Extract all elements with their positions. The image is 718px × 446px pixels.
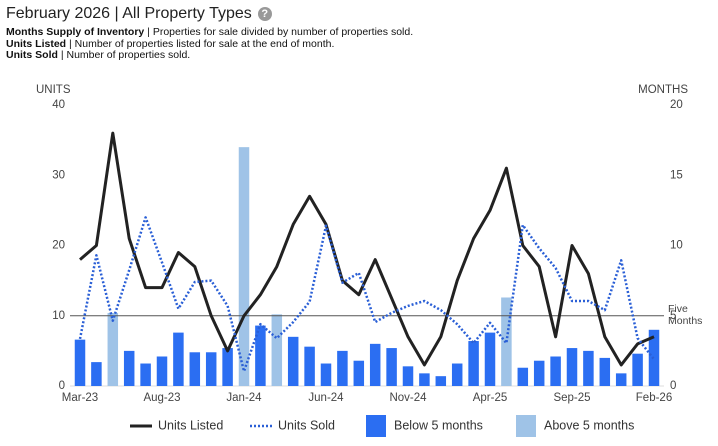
y-tick-label: 20 bbox=[52, 240, 65, 252]
bar bbox=[402, 366, 414, 386]
line-series bbox=[79, 131, 655, 367]
bar bbox=[435, 376, 447, 386]
bar bbox=[107, 312, 119, 386]
bar bbox=[271, 314, 283, 386]
line-series bbox=[78, 216, 655, 373]
bar bbox=[533, 360, 545, 386]
title-row: February 2026 | All Property Types ? bbox=[6, 5, 413, 23]
definition-text: | Properties for sale divided by number … bbox=[147, 26, 414, 38]
bar bbox=[632, 353, 643, 386]
header: February 2026 | All Property Types ? Mon… bbox=[6, 5, 413, 62]
y2-axis-title: MONTHS bbox=[638, 84, 688, 96]
bar bbox=[566, 348, 578, 386]
bar bbox=[337, 350, 348, 386]
x-tick-label: Jan-24 bbox=[226, 392, 262, 404]
bar bbox=[550, 356, 561, 386]
bar bbox=[222, 348, 233, 386]
y2-tick-label: 15 bbox=[670, 169, 683, 181]
y-tick-label: 0 bbox=[59, 380, 65, 392]
bar bbox=[173, 332, 184, 386]
x-tick-label: Mar-23 bbox=[62, 392, 98, 404]
definition: Units Sold | Number of properties sold. bbox=[6, 49, 413, 62]
legend-swatch bbox=[366, 415, 386, 437]
definitions: Months Supply of Inventory | Properties … bbox=[6, 26, 414, 62]
bar bbox=[369, 343, 381, 386]
bar bbox=[615, 373, 627, 386]
bar bbox=[123, 350, 135, 386]
bar bbox=[205, 352, 217, 386]
x-tick-label: Jun-24 bbox=[308, 392, 344, 404]
y-tick-label: 30 bbox=[52, 169, 65, 181]
bar bbox=[140, 363, 151, 386]
bar bbox=[419, 373, 430, 386]
x-tick-label: Apr-25 bbox=[473, 392, 508, 404]
y2-tick-label: 20 bbox=[670, 99, 683, 111]
bar bbox=[238, 147, 250, 386]
bar bbox=[468, 341, 479, 386]
legend-label: Units Sold bbox=[278, 418, 335, 432]
bar bbox=[583, 350, 594, 386]
bar bbox=[189, 352, 201, 386]
legend-label: Below 5 months bbox=[394, 418, 483, 432]
bar bbox=[320, 363, 332, 386]
bar bbox=[74, 339, 86, 386]
definition: Months Supply of Inventory | Properties … bbox=[6, 26, 414, 39]
bar bbox=[451, 363, 463, 386]
bar bbox=[599, 357, 611, 386]
definition-text: | Number of properties sold. bbox=[60, 49, 191, 61]
legend-swatch bbox=[516, 415, 536, 437]
y2-tick-label: 5 bbox=[670, 310, 676, 322]
legend-label: Above 5 months bbox=[544, 418, 634, 432]
bar bbox=[255, 325, 266, 386]
bar bbox=[287, 336, 299, 386]
x-tick-label: Aug-23 bbox=[143, 392, 180, 404]
definition-term: Units Sold bbox=[6, 49, 58, 61]
bar bbox=[91, 362, 102, 386]
bar bbox=[304, 346, 315, 386]
reference-label: Five Months bbox=[668, 302, 703, 327]
definition: Units Listed | Number of properties list… bbox=[6, 37, 413, 51]
y-tick-label: 10 bbox=[52, 310, 65, 322]
bar bbox=[484, 332, 496, 386]
legend-label: Units Listed bbox=[158, 418, 223, 432]
bar bbox=[517, 367, 529, 386]
help-icon[interactable]: ? bbox=[257, 7, 272, 21]
definition-text: | Number of properties listed for sale a… bbox=[69, 37, 335, 50]
definition-term: Months Supply of Inventory bbox=[6, 26, 145, 38]
bar bbox=[156, 356, 168, 386]
x-tick-label: Sep-25 bbox=[553, 392, 590, 404]
y-tick-label: 40 bbox=[52, 99, 65, 111]
y2-tick-label: 0 bbox=[670, 380, 676, 392]
x-tick-label: Nov-24 bbox=[389, 392, 427, 404]
x-tick-label: Feb-26 bbox=[636, 392, 672, 404]
y2-tick-label: 10 bbox=[670, 240, 683, 252]
bar bbox=[353, 360, 365, 386]
chart-title: February 2026 | All Property Types bbox=[6, 5, 252, 22]
bar bbox=[386, 348, 397, 386]
y-axis-title: UNITS bbox=[36, 84, 71, 96]
definition-term: Units Listed bbox=[6, 37, 67, 50]
